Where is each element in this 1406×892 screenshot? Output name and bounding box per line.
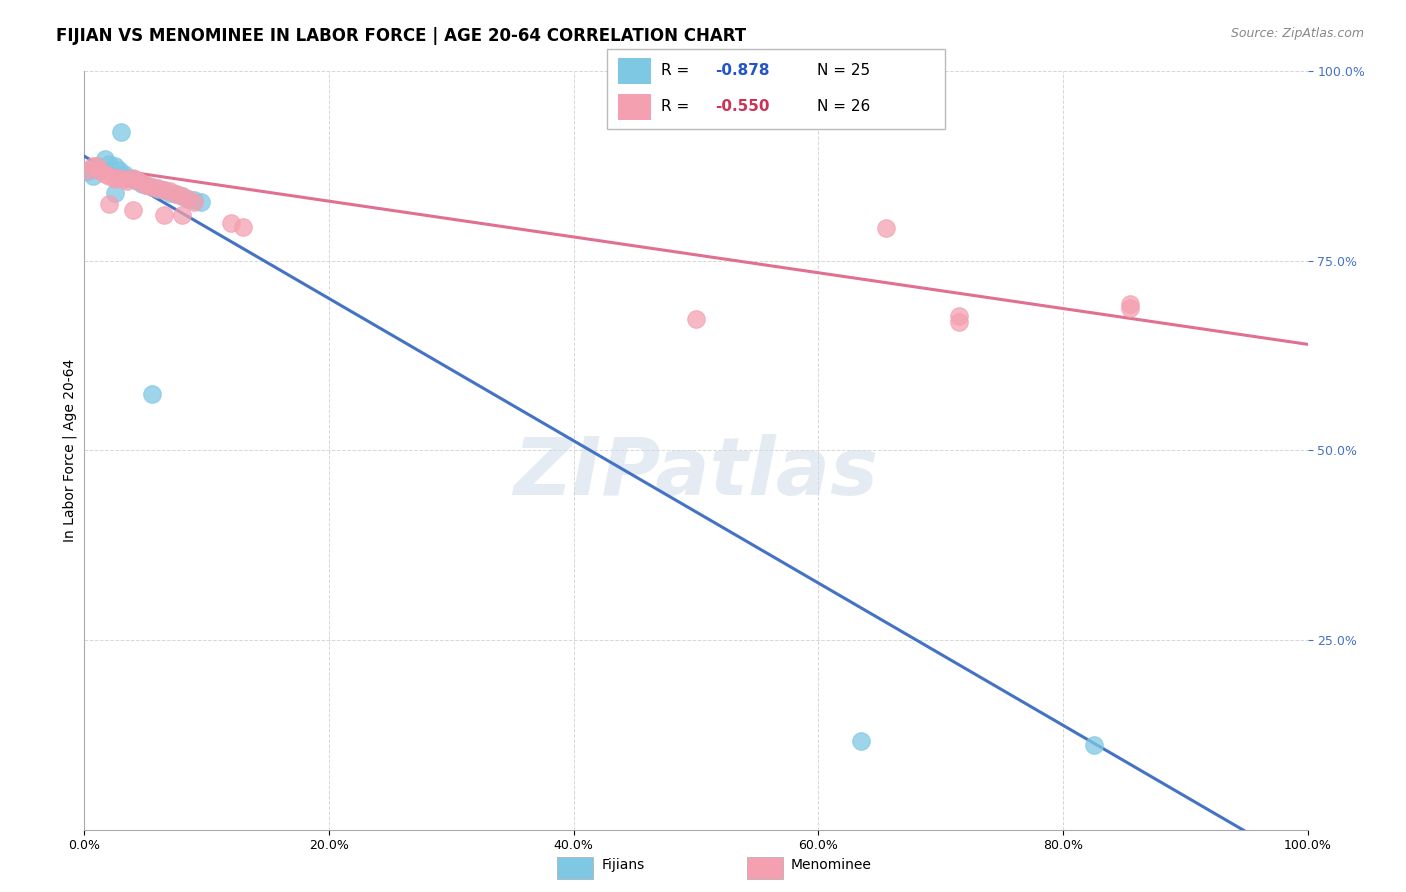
Point <box>104 159 127 173</box>
Point <box>77 163 100 178</box>
Point <box>141 179 163 194</box>
Point <box>159 186 181 200</box>
Point <box>159 184 181 198</box>
FancyBboxPatch shape <box>747 857 783 879</box>
Point <box>131 177 153 191</box>
Point <box>177 192 200 206</box>
Point <box>94 152 117 166</box>
Point <box>232 219 254 234</box>
Point <box>153 183 176 197</box>
Point <box>183 194 205 209</box>
Text: N = 26: N = 26 <box>817 99 870 114</box>
Point <box>122 172 145 186</box>
Point <box>115 170 138 185</box>
Point <box>107 163 129 178</box>
Text: Fijians: Fijians <box>602 858 645 872</box>
Text: -0.878: -0.878 <box>716 63 770 78</box>
Point <box>685 311 707 326</box>
Point <box>172 209 194 223</box>
FancyBboxPatch shape <box>557 857 593 879</box>
Point <box>183 194 205 208</box>
Point <box>1119 301 1142 315</box>
Text: R =: R = <box>661 63 695 78</box>
Point <box>135 178 157 193</box>
Point <box>122 170 145 185</box>
Point <box>110 125 132 139</box>
Point <box>948 314 970 328</box>
Point <box>125 173 148 187</box>
Point <box>89 163 111 178</box>
FancyBboxPatch shape <box>617 94 651 120</box>
Point <box>849 734 872 748</box>
Point <box>97 169 120 183</box>
Point <box>122 203 145 218</box>
Point <box>172 189 194 203</box>
Text: N = 25: N = 25 <box>817 63 870 78</box>
Point <box>86 159 108 173</box>
Point <box>219 216 242 230</box>
Point <box>97 157 120 171</box>
Point <box>135 178 157 193</box>
Text: R =: R = <box>661 99 695 114</box>
FancyBboxPatch shape <box>607 49 945 129</box>
Point <box>141 386 163 401</box>
Point <box>190 194 212 209</box>
Point <box>131 176 153 190</box>
Point <box>165 187 187 202</box>
Point <box>948 309 970 323</box>
Point <box>97 197 120 211</box>
Point <box>77 164 100 178</box>
Point <box>153 183 176 197</box>
Point <box>115 174 138 188</box>
Y-axis label: In Labor Force | Age 20-64: In Labor Force | Age 20-64 <box>63 359 77 542</box>
Point <box>165 187 187 202</box>
Point <box>153 209 176 223</box>
Point <box>875 221 897 235</box>
Text: FIJIAN VS MENOMINEE IN LABOR FORCE | AGE 20-64 CORRELATION CHART: FIJIAN VS MENOMINEE IN LABOR FORCE | AGE… <box>56 27 747 45</box>
FancyBboxPatch shape <box>617 58 651 84</box>
Point <box>146 181 169 195</box>
Point <box>104 172 127 186</box>
Text: Source: ZipAtlas.com: Source: ZipAtlas.com <box>1230 27 1364 40</box>
Point <box>146 182 169 196</box>
Point <box>82 169 104 183</box>
Point <box>94 167 117 181</box>
Point <box>141 179 163 194</box>
Text: -0.550: -0.550 <box>716 99 770 114</box>
Point <box>112 172 135 186</box>
Point <box>89 164 111 178</box>
Point <box>86 159 108 173</box>
Point <box>107 170 129 185</box>
Point <box>112 167 135 181</box>
Point <box>125 174 148 188</box>
Point <box>172 189 194 203</box>
Text: Menominee: Menominee <box>790 858 872 872</box>
Point <box>1119 297 1142 311</box>
Text: ZIPatlas: ZIPatlas <box>513 434 879 512</box>
Point <box>82 159 104 173</box>
Point <box>104 186 127 200</box>
Point <box>177 192 200 206</box>
Point <box>1083 738 1105 752</box>
